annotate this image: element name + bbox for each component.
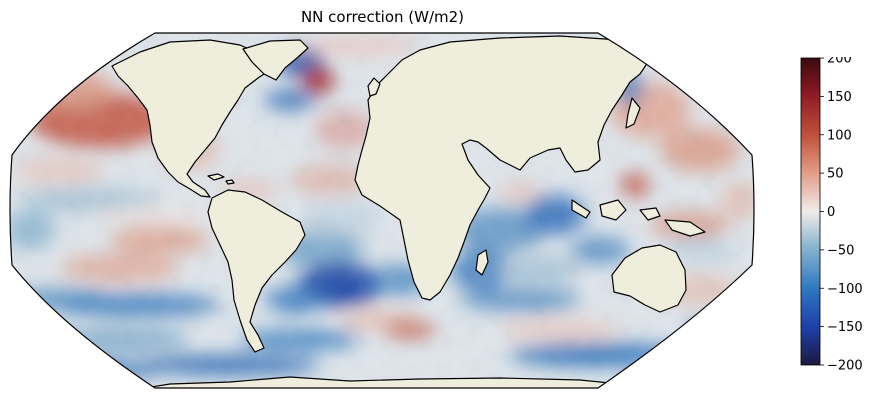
ocean-field <box>10 33 754 388</box>
land <box>111 35 723 388</box>
colorbar-tick-label: 200 <box>827 57 852 67</box>
colorbar-tick-label: 50 <box>827 167 844 182</box>
colorbar-tick-label: −50 <box>827 243 854 258</box>
map-border <box>9 32 755 389</box>
map-title: NN correction (W/m2) <box>300 8 465 26</box>
colorbar-gradient <box>800 57 821 366</box>
colorbar-tick-label: −150 <box>827 320 863 335</box>
colorbar-tick-label: 100 <box>827 128 852 143</box>
colorbar-tick-label: −200 <box>827 359 863 374</box>
colorbar-tick-label: 150 <box>827 90 852 105</box>
colorbar-tick-label: −100 <box>827 282 863 297</box>
colorbar: 200 150 100 50 0 −50 −100 −150 −200 <box>800 57 863 374</box>
colorbar-tick-label: 0 <box>827 205 835 220</box>
